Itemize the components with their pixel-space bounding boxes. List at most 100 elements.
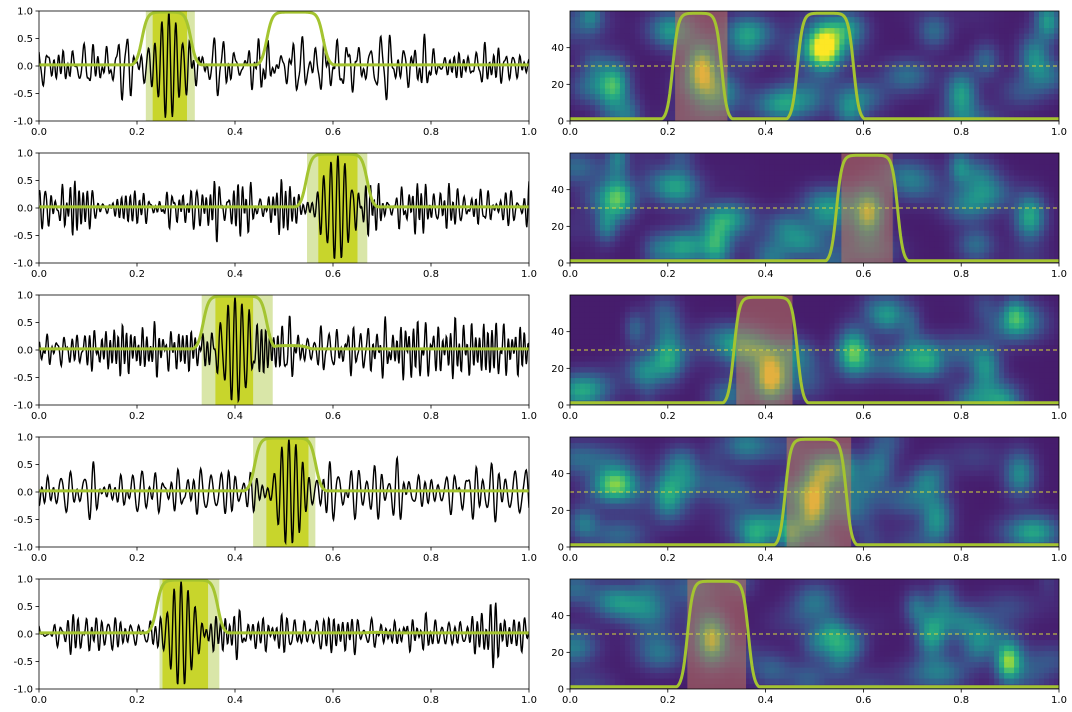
y-tick-label: 0.0 — [17, 204, 33, 215]
probability-line — [570, 437, 1059, 547]
x-tick-label: 0.8 — [953, 695, 969, 706]
axes-frame — [569, 436, 1060, 548]
x-tick-label: 0.6 — [325, 695, 341, 706]
probability-line — [39, 579, 529, 635]
x-tick-label: 0.4 — [758, 411, 774, 422]
x-tick-label: 0.2 — [129, 411, 145, 422]
x-tick-label: 0.0 — [562, 553, 578, 564]
x-tick-label: 1.0 — [521, 695, 537, 706]
probability-line — [570, 579, 1059, 689]
x-tick-label: 0.2 — [660, 127, 676, 138]
axes-frame — [569, 578, 1060, 690]
x-tick-label: 0.4 — [758, 695, 774, 706]
y-tick-label: 40 — [551, 185, 564, 196]
y-tick-label: 1.0 — [17, 433, 33, 444]
x-tick-label: 0.0 — [31, 411, 47, 422]
x-tick-label: 0.0 — [31, 553, 47, 564]
x-tick-label: 0.4 — [758, 127, 774, 138]
x-tick-label: 0.6 — [855, 553, 871, 564]
x-tick-label: 0.0 — [31, 695, 47, 706]
y-tick-label: 0.5 — [17, 460, 33, 471]
y-tick-label: -0.5 — [13, 373, 33, 384]
y-tick-label: 0 — [558, 259, 564, 270]
probability-line — [39, 295, 529, 351]
x-tick-label: 0.4 — [227, 269, 243, 280]
probability-line — [570, 11, 1059, 121]
y-tick-label: -1.0 — [13, 685, 33, 696]
x-tick-label: 0.8 — [423, 553, 439, 564]
x-tick-label: 1.0 — [521, 553, 537, 564]
x-tick-label: 0.0 — [31, 127, 47, 138]
probability-line — [39, 153, 529, 209]
x-tick-label: 0.0 — [562, 411, 578, 422]
y-tick-label: 40 — [551, 43, 564, 54]
y-tick-label: 0 — [558, 543, 564, 554]
y-tick-label: 0 — [558, 117, 564, 128]
x-tick-label: 0.2 — [129, 553, 145, 564]
y-tick-label: -1.0 — [13, 117, 33, 128]
y-tick-label: 1.0 — [17, 575, 33, 586]
axes-frame — [569, 152, 1060, 264]
detection-region-inner — [318, 153, 358, 263]
y-tick-label: 0 — [558, 401, 564, 412]
spectrogram-panel-1: 0.0 0.2 0.4 0.6 0.8 1.0 0 20 40 — [551, 10, 1067, 138]
y-tick-label: 20 — [551, 222, 564, 233]
y-tick-label: 0.0 — [17, 630, 33, 641]
axes-frame — [569, 294, 1060, 406]
y-tick-label: 0.5 — [17, 176, 33, 187]
signal-panel-2: 0.0 0.2 0.4 0.6 0.8 1.0 1.0 0.5 0.0 -0.5 -1.0 — [13, 149, 536, 281]
x-tick-label: 0.6 — [325, 269, 341, 280]
signal-line — [39, 438, 529, 546]
signal-panel-4: 0.0 0.2 0.4 0.6 0.8 1.0 1.0 0.5 0.0 -0.5 -1.0 — [13, 433, 536, 565]
y-tick-label: 1.0 — [17, 7, 33, 18]
probability-line — [39, 437, 529, 493]
x-tick-label: 0.6 — [325, 553, 341, 564]
y-tick-label: 0.5 — [17, 602, 33, 613]
y-tick-label: 0.0 — [17, 346, 33, 357]
x-tick-label: 0.6 — [325, 127, 341, 138]
x-tick-label: 0.0 — [31, 269, 47, 280]
signal-line — [39, 13, 529, 118]
y-tick-label: 0 — [558, 685, 564, 696]
x-tick-label: 0.8 — [423, 695, 439, 706]
x-tick-label: 0.2 — [129, 695, 145, 706]
x-tick-label: 0.2 — [660, 269, 676, 280]
x-tick-label: 0.4 — [227, 411, 243, 422]
x-tick-label: 1.0 — [1051, 695, 1067, 706]
x-tick-label: 0.6 — [855, 269, 871, 280]
y-tick-label: 0.0 — [17, 62, 33, 73]
y-tick-label: 20 — [551, 80, 564, 91]
y-tick-label: 0.5 — [17, 318, 33, 329]
probability-line — [39, 11, 529, 67]
x-tick-label: 0.4 — [758, 553, 774, 564]
spectrogram-heatmap — [570, 437, 1059, 547]
spectrogram-panel-3: 0.0 0.2 0.4 0.6 0.8 1.0 0 20 40 — [551, 294, 1067, 422]
x-tick-label: 1.0 — [1051, 553, 1067, 564]
y-tick-label: 20 — [551, 648, 564, 659]
probability-line — [570, 153, 1059, 263]
x-tick-label: 0.6 — [855, 695, 871, 706]
spectrogram-panel-4: 0.0 0.2 0.4 0.6 0.8 1.0 0 20 40 — [551, 436, 1067, 564]
y-tick-label: -1.0 — [13, 543, 33, 554]
x-tick-label: 1.0 — [521, 127, 537, 138]
y-tick-label: -1.0 — [13, 259, 33, 270]
x-tick-label: 0.8 — [953, 411, 969, 422]
y-tick-label: 40 — [551, 469, 564, 480]
x-tick-label: 0.2 — [660, 553, 676, 564]
x-tick-label: 0.2 — [660, 411, 676, 422]
x-tick-label: 1.0 — [1051, 411, 1067, 422]
spectrogram-panel-2: 0.0 0.2 0.4 0.6 0.8 1.0 0 20 40 — [551, 152, 1067, 280]
x-tick-label: 0.8 — [953, 269, 969, 280]
y-tick-label: 1.0 — [17, 291, 33, 302]
y-tick-label: 1.0 — [17, 149, 33, 160]
x-tick-label: 0.6 — [325, 411, 341, 422]
y-tick-label: 20 — [551, 364, 564, 375]
spectrogram-panel-5: 0.0 0.2 0.4 0.6 0.8 1.0 0 20 40 — [551, 578, 1067, 706]
x-tick-label: 0.4 — [227, 553, 243, 564]
x-tick-label: 0.4 — [758, 269, 774, 280]
x-tick-label: 0.2 — [660, 695, 676, 706]
x-tick-label: 1.0 — [521, 269, 537, 280]
x-tick-label: 0.6 — [855, 127, 871, 138]
x-tick-label: 0.4 — [227, 127, 243, 138]
